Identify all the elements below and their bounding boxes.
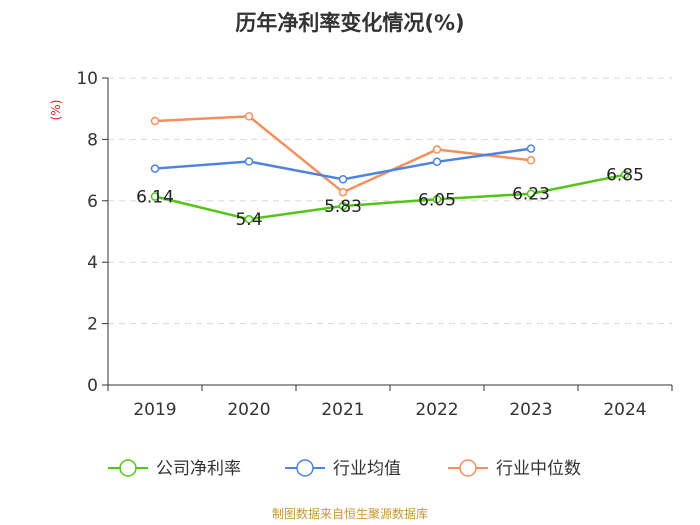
data-point[interactable] — [244, 157, 254, 166]
data-point[interactable] — [244, 112, 254, 121]
y-axis-label: (%) — [49, 100, 63, 121]
source-note: 制图数据来自恒生聚源数据库 — [272, 506, 428, 521]
y-tick-label: 2 — [87, 315, 98, 335]
data-point[interactable] — [526, 189, 536, 198]
series-line-0 — [154, 173, 626, 221]
data-point[interactable] — [620, 170, 630, 179]
data-point[interactable] — [432, 145, 442, 154]
y-tick-label: 10 — [76, 69, 98, 89]
x-tick-label-2020: 2020 — [227, 400, 270, 420]
legend-item-1[interactable]: 行业均值 — [285, 459, 401, 479]
data-point[interactable] — [150, 116, 160, 126]
data-point[interactable] — [526, 144, 536, 153]
x-tick-label-2021: 2021 — [321, 400, 364, 420]
x-tick-label-2019: 2019 — [133, 400, 176, 420]
data-point[interactable] — [526, 156, 536, 165]
data-label: 6.85 — [606, 166, 644, 186]
data-point[interactable] — [338, 187, 348, 197]
x-tick-label-2023: 2023 — [509, 400, 552, 420]
legend-marker-icon — [119, 459, 137, 477]
series-1 — [150, 144, 536, 184]
legend-label: 行业中位数 — [496, 459, 581, 479]
data-point[interactable] — [432, 195, 442, 204]
series-2 — [150, 112, 536, 197]
legend-marker-icon — [459, 459, 477, 477]
data-label: 6.14 — [136, 188, 174, 208]
legend-item-2[interactable]: 行业中位数 — [448, 459, 581, 479]
series-0: 6.14 5.4 5.83 6.05 6.23 6.85 — [136, 166, 644, 231]
y-tick-label: 6 — [87, 192, 98, 212]
chart-title: 历年净利率变化情况(%) — [235, 11, 464, 35]
y-tick-label: 4 — [87, 253, 98, 273]
series: 6.14 5.4 5.83 6.05 6.23 6.85 — [136, 112, 644, 231]
grid — [108, 77, 672, 325]
data-point[interactable] — [244, 214, 254, 224]
legend-label: 行业均值 — [333, 459, 401, 479]
data-label: 6.23 — [512, 185, 550, 205]
x-tick-label-2024: 2024 — [603, 400, 646, 420]
legend-label: 公司净利率 — [156, 459, 241, 479]
y-tick-label: 0 — [87, 376, 98, 396]
data-label: 5.4 — [235, 210, 262, 230]
data-point[interactable] — [432, 157, 442, 167]
legend[interactable]: 公司净利率 行业均值 行业中位数 — [108, 459, 581, 479]
data-label: 6.05 — [418, 190, 456, 210]
data-point[interactable] — [150, 192, 160, 201]
legend-marker-icon — [296, 459, 314, 477]
axes: 0 2 4 6 8 10 2019 2020 2021 2022 2023 2024 — [76, 69, 673, 420]
legend-item-0[interactable]: 公司净利率 — [108, 459, 241, 479]
data-point[interactable] — [338, 201, 348, 211]
data-point[interactable] — [150, 164, 160, 173]
data-point[interactable] — [338, 175, 348, 184]
y-tick-label: 8 — [87, 130, 98, 150]
data-label: 5.83 — [324, 197, 362, 217]
x-tick-label-2022: 2022 — [415, 400, 458, 420]
